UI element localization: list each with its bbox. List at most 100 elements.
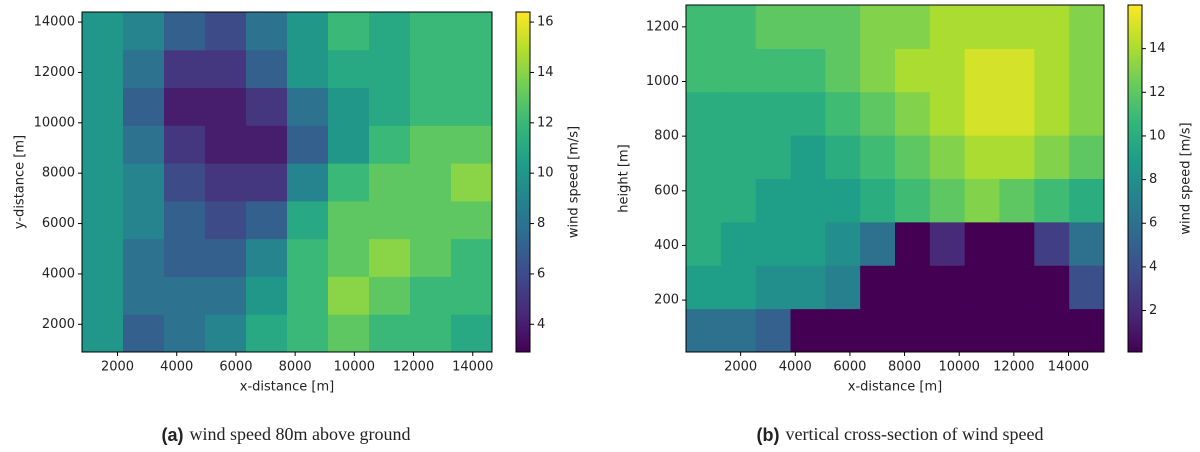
heat-cell xyxy=(82,314,124,353)
heat-cell xyxy=(164,163,206,202)
x-tick-label: 6000 xyxy=(833,360,866,375)
heat-cell xyxy=(1069,265,1105,310)
heat-cell xyxy=(287,12,329,51)
heat-cell xyxy=(123,49,165,89)
y-axis-label: y-distance [m] xyxy=(13,135,28,229)
heat-cell xyxy=(755,265,791,310)
caption-label: (a) xyxy=(162,425,184,445)
heat-cell xyxy=(205,276,247,315)
heat-cell xyxy=(825,48,861,93)
heat-cell xyxy=(964,308,1000,353)
heat-cell xyxy=(860,178,896,223)
heat-cell xyxy=(964,265,1000,310)
colorbar-tick-label: 8 xyxy=(537,216,545,231)
heat-cell xyxy=(686,91,722,136)
heat-cell xyxy=(929,48,966,93)
heat-cell xyxy=(1069,178,1105,223)
heat-cell xyxy=(1069,5,1105,49)
heat-cell xyxy=(451,49,493,89)
y-tick-label: 600 xyxy=(654,183,679,198)
y-tick-label: 10000 xyxy=(34,115,75,130)
colorbar-tick-label: 12 xyxy=(537,115,554,130)
heat-cell xyxy=(964,178,1000,223)
heat-cell xyxy=(205,12,247,51)
heat-cell xyxy=(451,87,493,126)
heat-cell xyxy=(246,87,288,126)
heat-cell xyxy=(720,178,757,223)
heat-cell xyxy=(790,178,826,223)
heat-cell xyxy=(755,5,791,49)
caption: (b) vertical cross-section of wind speed xyxy=(757,424,1044,445)
heat-cell xyxy=(164,49,206,89)
heat-cell xyxy=(82,125,124,164)
colorbar-label: wind speed [m/s] xyxy=(567,126,582,238)
heat-cell xyxy=(895,91,931,136)
heat-cell xyxy=(860,221,896,266)
heat-cell xyxy=(929,265,966,310)
caption-label: (b) xyxy=(757,425,780,445)
heat-cell xyxy=(246,238,288,277)
colorbar-tick-label: 14 xyxy=(1149,41,1166,56)
heat-cell xyxy=(790,5,826,49)
y-tick-label: 400 xyxy=(654,238,679,253)
heat-cell xyxy=(328,125,370,164)
heat-cell xyxy=(790,91,826,136)
heat-cell xyxy=(999,5,1035,49)
heat-cell xyxy=(686,48,722,93)
colorbar-tick-label: 10 xyxy=(1149,128,1166,143)
heat-cell xyxy=(246,12,288,51)
heat-cell xyxy=(686,5,722,49)
heat-cell xyxy=(929,135,966,179)
heat-cell xyxy=(755,178,791,223)
y-tick-label: 1000 xyxy=(646,74,679,89)
heat-cell xyxy=(895,48,931,93)
heat-cell xyxy=(123,12,165,51)
heat-cell xyxy=(328,12,370,51)
y-tick-label: 14000 xyxy=(34,15,75,30)
heat-cell xyxy=(328,49,370,89)
heat-cell xyxy=(328,276,370,315)
heat-cell xyxy=(999,91,1035,136)
heat-cell xyxy=(410,49,452,89)
heat-cell xyxy=(1069,91,1105,136)
x-tick-label: 2000 xyxy=(724,360,757,375)
heat-cell xyxy=(964,221,1000,266)
heat-cell xyxy=(860,91,896,136)
heat-cell xyxy=(895,308,931,353)
heat-cell xyxy=(82,87,124,126)
heat-cell xyxy=(1034,91,1070,136)
heat-cell xyxy=(929,91,966,136)
heat-cell xyxy=(410,238,452,277)
heat-cell xyxy=(123,125,165,164)
heat-cell xyxy=(287,200,329,240)
caption-text: wind speed 80m above ground xyxy=(190,424,411,444)
heat-cell xyxy=(164,12,206,51)
heat-cell xyxy=(205,200,247,240)
heat-cell xyxy=(451,125,493,164)
caption: (a) wind speed 80m above ground xyxy=(162,424,411,445)
x-tick-label: 4000 xyxy=(160,360,193,375)
heat-cell xyxy=(451,163,493,202)
heat-cell xyxy=(895,135,931,179)
heat-cell xyxy=(825,178,861,223)
y-tick-label: 800 xyxy=(654,129,679,144)
heat-cell xyxy=(164,276,206,315)
colorbar-tick-label: 16 xyxy=(537,15,554,30)
heat-cell xyxy=(755,91,791,136)
heat-cell xyxy=(410,276,452,315)
heat-cell xyxy=(860,5,896,49)
heat-cell xyxy=(123,276,165,315)
x-tick-label: 10000 xyxy=(939,360,980,375)
x-tick-label: 10000 xyxy=(334,360,375,375)
heat-cell xyxy=(369,87,411,126)
heat-cell xyxy=(205,163,247,202)
heat-cell xyxy=(246,276,288,315)
heat-cell xyxy=(205,87,247,126)
heat-cell xyxy=(123,87,165,126)
heat-cell xyxy=(929,308,966,353)
heat-cell xyxy=(999,221,1035,266)
heat-cell xyxy=(720,308,757,353)
heat-cell xyxy=(686,265,722,310)
heat-cell xyxy=(451,238,493,277)
x-tick-label: 6000 xyxy=(219,360,252,375)
